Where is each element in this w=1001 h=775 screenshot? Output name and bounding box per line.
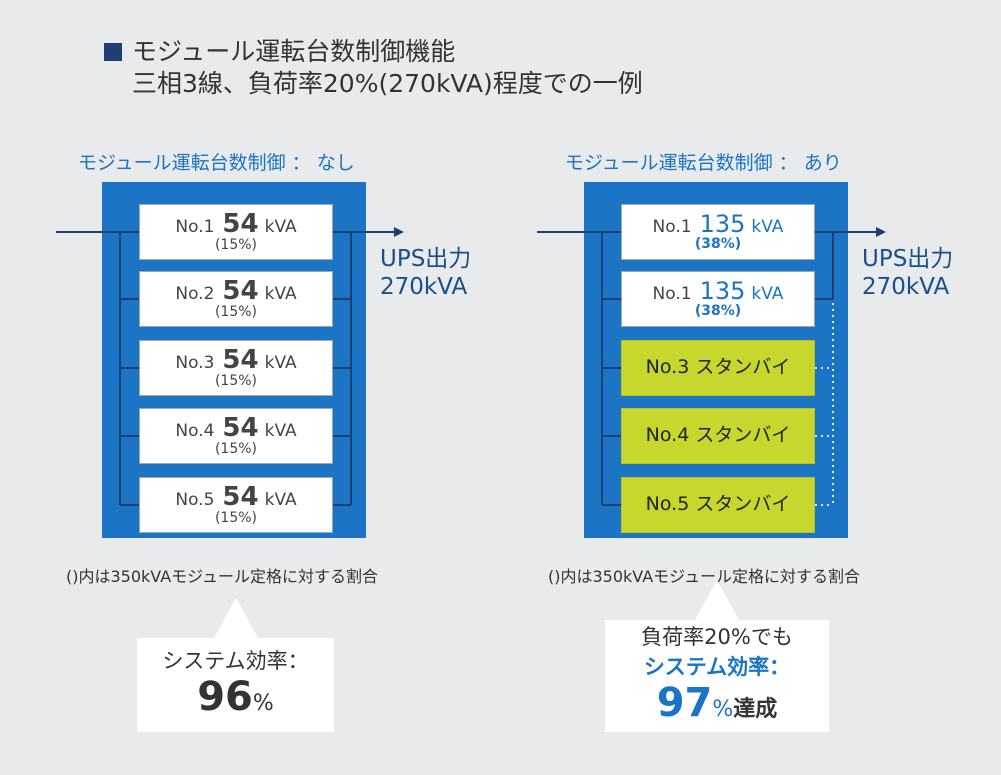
right-efficiency-callout: 負荷率20%でも システム効率： 97%達成 <box>605 620 829 732</box>
module-percent: (38%) <box>694 303 742 320</box>
right-module-1: No.1 135 kVA (38%) <box>621 204 815 260</box>
title-line-1: モジュール運転台数制御機能 <box>104 36 643 68</box>
right-panel-heading: モジュール運転台数制御：あり <box>565 148 842 175</box>
load-rate-note: 負荷率20%でも <box>641 624 793 649</box>
title-text: モジュール運転台数制御機能 <box>132 37 456 66</box>
module-name: No.5 <box>175 490 215 510</box>
left-module-4: No.4 54 kVA (15%) <box>139 408 333 464</box>
right-standby-dotted <box>815 303 834 506</box>
module-unit: kVA <box>264 490 297 510</box>
module-value: 54 <box>222 276 259 306</box>
ups-output-title: UPS出力 <box>862 246 954 272</box>
module-percent: (15%) <box>214 441 258 458</box>
efficiency-suffix: 達成 <box>733 696 778 722</box>
left-panel-heading: モジュール運転台数制御：なし <box>78 148 355 175</box>
standby-label: No.5 スタンバイ <box>645 493 791 516</box>
left-heading-value: なし <box>316 152 355 174</box>
right-footnote: ()内は350kVAモジュール定格に対する割合 <box>548 567 861 586</box>
left-footnote: ()内は350kVAモジュール定格に対する割合 <box>66 567 379 586</box>
right-standby-module-5: No.5 スタンバイ <box>621 477 815 533</box>
left-heading-label: モジュール運転台数制御 <box>78 152 286 174</box>
module-value: 135 <box>699 277 746 306</box>
efficiency-value-row: 96% <box>197 675 274 726</box>
standby-label: No.4 スタンバイ <box>645 424 791 447</box>
module-unit: kVA <box>264 217 297 237</box>
right-standby-module-3: No.3 スタンバイ <box>621 340 815 396</box>
right-heading-label: モジュール運転台数制御 <box>565 152 773 174</box>
efficiency-value-row: 97%達成 <box>657 681 778 732</box>
module-percent: (38%) <box>694 236 742 253</box>
right-heading-value: あり <box>803 152 842 174</box>
module-unit: kVA <box>264 353 297 373</box>
module-name: No.1 <box>175 217 215 237</box>
right-module-2: No.1 135 kVA (38%) <box>621 271 815 327</box>
standby-label: No.3 スタンバイ <box>645 356 791 379</box>
efficiency-value: 96 <box>197 673 253 720</box>
efficiency-percent: % <box>252 690 274 716</box>
efficiency-label: システム効率： <box>162 648 309 673</box>
module-name: No.1 <box>652 217 692 238</box>
efficiency-percent: % <box>712 696 734 722</box>
right-standby-module-4: No.4 スタンバイ <box>621 408 815 464</box>
left-ups-output-label: UPS出力 270kVA <box>380 245 471 301</box>
module-percent: (15%) <box>214 510 258 527</box>
module-unit: kVA <box>264 421 297 441</box>
module-percent: (15%) <box>214 237 258 254</box>
module-value: 54 <box>222 482 259 512</box>
module-percent: (15%) <box>214 373 258 390</box>
module-name: No.2 <box>175 284 215 304</box>
module-value: 54 <box>222 209 259 239</box>
module-name: No.1 <box>652 284 692 305</box>
module-value: 135 <box>699 210 746 239</box>
module-unit: kVA <box>264 284 297 304</box>
module-name: No.4 <box>175 421 215 441</box>
efficiency-label: システム効率： <box>643 654 791 679</box>
module-unit: kVA <box>751 217 784 238</box>
left-wires <box>56 227 404 506</box>
module-value: 54 <box>222 413 259 443</box>
right-wires <box>537 227 886 506</box>
left-heading-colon: ： <box>291 152 311 174</box>
left-efficiency-callout: システム効率： 96% <box>137 638 334 732</box>
module-value: 54 <box>222 345 259 375</box>
module-unit: kVA <box>751 284 784 305</box>
left-module-5: No.5 54 kVA (15%) <box>139 477 333 533</box>
left-module-1: No.1 54 kVA (15%) <box>139 204 333 260</box>
right-ups-output-label: UPS出力 270kVA <box>862 245 953 301</box>
efficiency-value: 97 <box>656 679 713 726</box>
module-percent: (15%) <box>214 304 258 321</box>
ups-output-value: 270kVA <box>380 274 468 300</box>
ups-output-value: 270kVA <box>862 274 950 300</box>
ups-output-title: UPS出力 <box>380 246 472 272</box>
left-module-2: No.2 54 kVA (15%) <box>139 271 333 327</box>
title-block: モジュール運転台数制御機能 三相3線、負荷率20%(270kVA)程度での一例 <box>104 36 643 100</box>
left-module-3: No.3 54 kVA (15%) <box>139 340 333 396</box>
title-line-2: 三相3線、負荷率20%(270kVA)程度での一例 <box>132 69 643 98</box>
module-name: No.3 <box>175 353 215 373</box>
square-bullet-icon <box>104 43 122 61</box>
right-heading-colon: ： <box>778 152 798 174</box>
